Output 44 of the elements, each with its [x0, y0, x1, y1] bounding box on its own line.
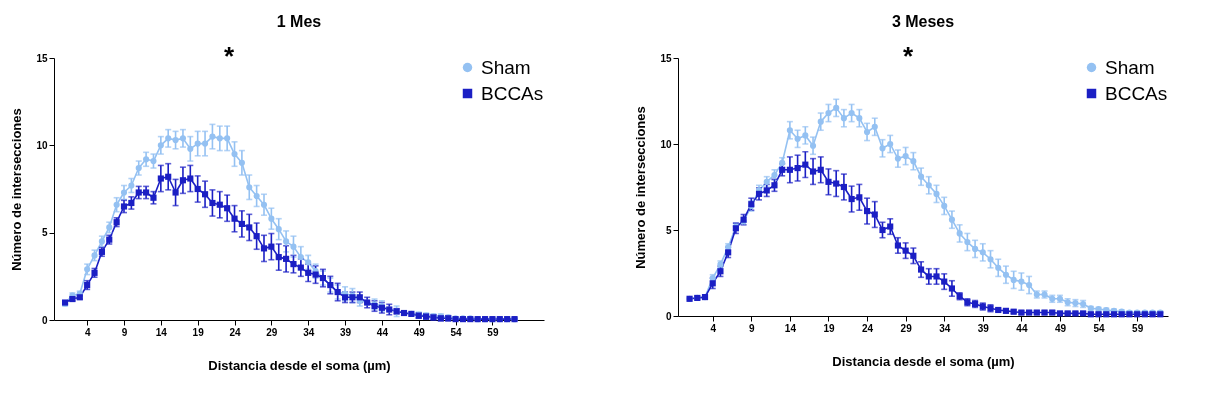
legend-label: Sham: [481, 56, 531, 78]
x-tick-label: 4: [84, 326, 91, 338]
x-tick-label: 24: [229, 326, 242, 338]
y-tick-label: 15: [660, 52, 672, 64]
x-tick-label: 54: [450, 326, 463, 338]
annotation: *: [902, 41, 914, 71]
annotation: *: [223, 41, 235, 71]
x-axis-title: Distancia desde el soma (µm): [208, 357, 391, 373]
x-tick-label: 59: [1132, 322, 1144, 334]
x-tick-label: 14: [784, 322, 797, 334]
x-tick-label: 49: [1054, 322, 1067, 334]
x-tick-label: 44: [1016, 322, 1028, 334]
chart-title: 1 Mes: [276, 13, 322, 30]
x-tick-label: 59: [487, 326, 499, 338]
legend-label: BCCAs: [481, 82, 544, 104]
x-tick-label: 34: [939, 322, 951, 334]
y-tick-label: 5: [665, 224, 672, 236]
y-tick-label: 15: [36, 52, 48, 64]
y-tick-label: 5: [41, 227, 48, 239]
x-tick-label: 14: [155, 326, 168, 338]
x-tick-label: 9: [749, 322, 756, 334]
x-tick-label: 19: [192, 326, 205, 338]
x-tick-label: 39: [977, 322, 990, 334]
legend-label: BCCAs: [1105, 82, 1168, 104]
x-tick-label: 49: [413, 326, 426, 338]
x-tick-label: 4: [710, 322, 717, 334]
x-tick-label: 29: [900, 322, 913, 334]
x-tick-label: 39: [339, 326, 352, 338]
x-axis-title: Distancia desde el soma (µm): [832, 353, 1015, 369]
legend-label: Sham: [1105, 56, 1155, 78]
x-tick-label: 29: [266, 326, 278, 338]
y-tick-label: 10: [660, 138, 672, 150]
chart-title: 3 Meses: [891, 13, 955, 30]
y-tick-label: 0: [665, 310, 672, 322]
y-tick-label: 10: [36, 139, 48, 151]
y-tick-label: 0: [41, 314, 48, 326]
x-tick-label: 44: [376, 326, 389, 338]
x-tick-label: 24: [861, 322, 874, 334]
x-tick-label: 54: [1093, 322, 1106, 334]
x-tick-label: 34: [303, 326, 315, 338]
y-axis-title: Número de intersecciones: [9, 108, 25, 271]
x-tick-label: 19: [823, 322, 835, 334]
y-axis-title: Número de intersecciones: [633, 106, 649, 269]
x-tick-label: 9: [121, 326, 128, 338]
